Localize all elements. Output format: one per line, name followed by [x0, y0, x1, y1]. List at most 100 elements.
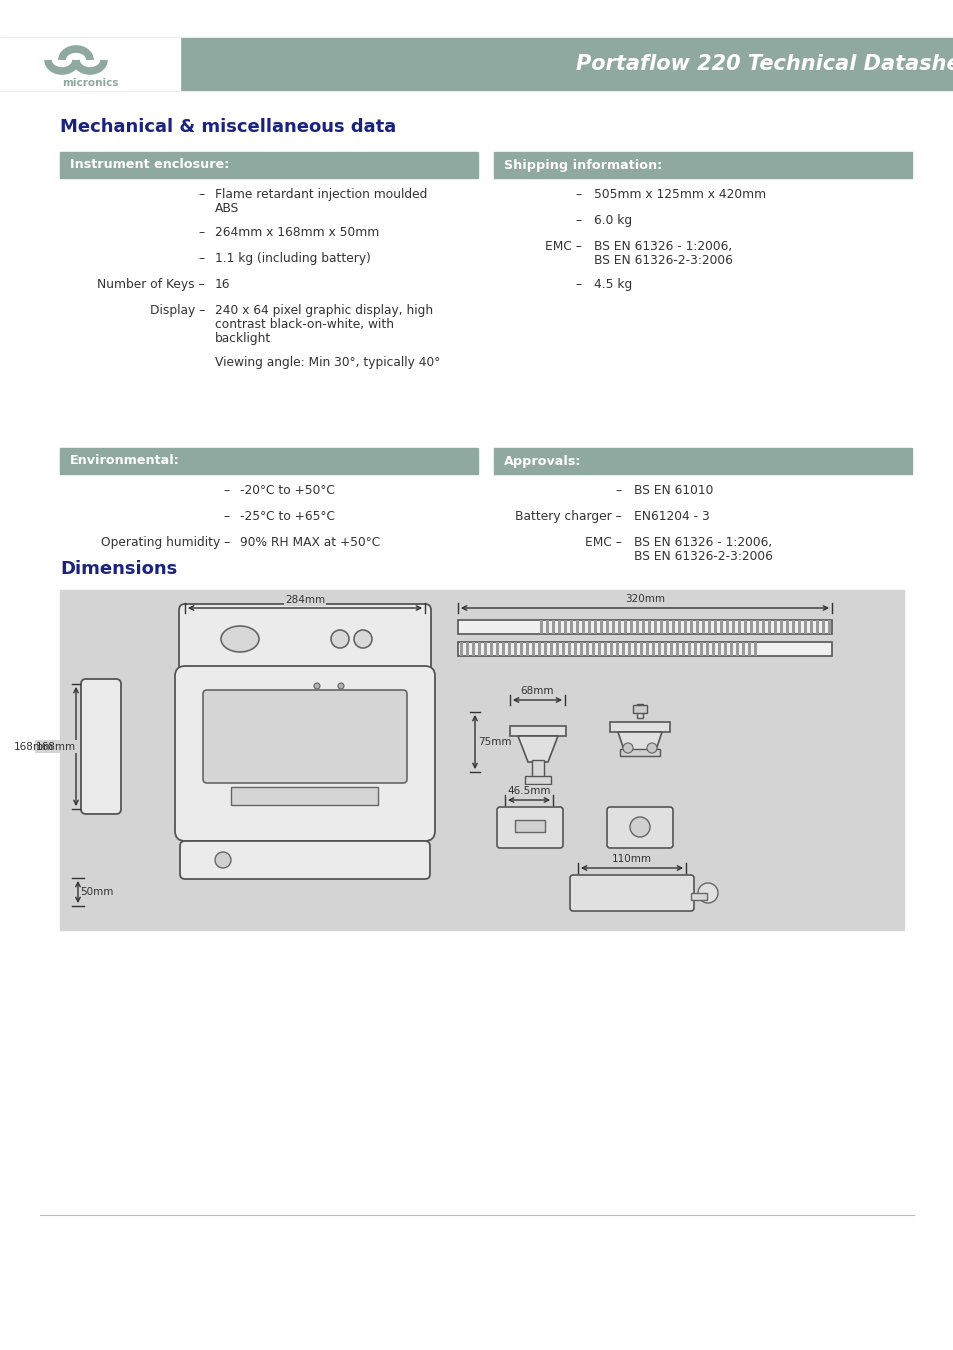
Bar	[510, 726, 565, 736]
Bar	[780, 620, 782, 634]
Ellipse shape	[221, 626, 258, 652]
Bar	[731, 620, 734, 634]
Text: Approvals:: Approvals:	[503, 455, 581, 467]
Bar	[598, 643, 600, 656]
Text: –: –	[576, 278, 581, 292]
Bar	[747, 643, 750, 656]
Text: 168mm: 168mm	[14, 741, 54, 752]
Text: Environmental:: Environmental:	[70, 455, 180, 467]
Bar	[749, 620, 752, 634]
Bar	[671, 620, 675, 634]
Bar	[556, 643, 558, 656]
Bar	[659, 620, 662, 634]
Text: 16: 16	[214, 278, 231, 292]
Bar	[569, 620, 573, 634]
Bar	[494, 448, 911, 474]
Text: contrast black-on-white, with: contrast black-on-white, with	[214, 319, 394, 331]
Bar	[639, 643, 642, 656]
Text: Display –: Display –	[150, 304, 205, 317]
Bar	[645, 643, 648, 656]
Bar	[501, 643, 504, 656]
Bar	[809, 620, 812, 634]
Text: 264mm x 168mm x 50mm: 264mm x 168mm x 50mm	[214, 225, 379, 239]
Bar	[665, 620, 668, 634]
Bar	[676, 643, 679, 656]
Bar	[803, 620, 806, 634]
FancyBboxPatch shape	[606, 807, 672, 848]
Bar	[459, 643, 462, 656]
Text: Viewing angle: Min 30°, typically 40°: Viewing angle: Min 30°, typically 40°	[214, 356, 439, 369]
Text: Number of Keys –: Number of Keys –	[97, 278, 205, 292]
Bar	[581, 620, 584, 634]
Bar	[0, 38, 953, 90]
Bar	[713, 620, 717, 634]
Text: BS EN 61010: BS EN 61010	[634, 485, 713, 497]
Bar	[545, 620, 548, 634]
Bar	[641, 620, 644, 634]
Bar	[532, 643, 535, 656]
Circle shape	[214, 852, 231, 868]
Bar	[558, 620, 560, 634]
FancyBboxPatch shape	[179, 603, 431, 674]
Text: –: –	[198, 225, 205, 239]
Bar	[60, 153, 477, 178]
Circle shape	[622, 743, 633, 753]
Bar	[585, 643, 588, 656]
Bar	[821, 620, 824, 634]
Bar	[623, 620, 626, 634]
Bar	[669, 643, 672, 656]
Circle shape	[698, 883, 718, 903]
Bar	[561, 643, 564, 656]
Bar	[634, 643, 637, 656]
Bar	[696, 620, 699, 634]
Text: BS EN 61326-2-3:2006: BS EN 61326-2-3:2006	[634, 549, 772, 563]
Bar	[690, 892, 706, 900]
Text: 46.5mm: 46.5mm	[507, 786, 550, 796]
Bar	[594, 620, 597, 634]
Bar	[693, 643, 697, 656]
Bar	[621, 643, 624, 656]
Bar	[647, 620, 650, 634]
Text: 75mm: 75mm	[477, 737, 511, 747]
Bar	[552, 620, 555, 634]
Text: -20°C to +50°C: -20°C to +50°C	[240, 485, 335, 497]
Bar	[472, 643, 475, 656]
Bar	[539, 620, 542, 634]
Bar	[767, 620, 770, 634]
Bar	[609, 722, 669, 732]
Bar	[815, 620, 818, 634]
Text: 6.0 kg: 6.0 kg	[594, 215, 632, 227]
Text: Portaflow 220 Technical Datasheet: Portaflow 220 Technical Datasheet	[575, 54, 953, 74]
Bar	[689, 620, 692, 634]
Bar	[718, 643, 720, 656]
Text: Battery charger –: Battery charger –	[515, 510, 621, 522]
Bar	[507, 643, 511, 656]
Bar	[605, 620, 608, 634]
Bar	[711, 643, 714, 656]
Text: –: –	[224, 510, 230, 522]
Bar	[514, 643, 517, 656]
Bar	[496, 643, 498, 656]
Text: 68mm: 68mm	[520, 686, 554, 697]
Text: –: –	[576, 215, 581, 227]
Circle shape	[646, 743, 657, 753]
Bar	[827, 620, 830, 634]
FancyBboxPatch shape	[203, 690, 407, 783]
Bar	[524, 776, 551, 784]
Text: Shipping information:: Shipping information:	[503, 158, 661, 171]
Bar	[563, 620, 566, 634]
Bar	[60, 448, 477, 474]
Bar	[619, 749, 659, 756]
Text: Operating humidity –: Operating humidity –	[101, 536, 230, 549]
FancyBboxPatch shape	[180, 841, 430, 879]
Bar	[525, 643, 529, 656]
Bar	[457, 643, 831, 656]
Text: –: –	[576, 188, 581, 201]
Bar	[465, 643, 469, 656]
Bar	[654, 620, 657, 634]
Bar	[687, 643, 690, 656]
Circle shape	[331, 630, 349, 648]
Circle shape	[629, 817, 649, 837]
Bar	[723, 643, 726, 656]
Text: micronics: micronics	[62, 78, 118, 88]
